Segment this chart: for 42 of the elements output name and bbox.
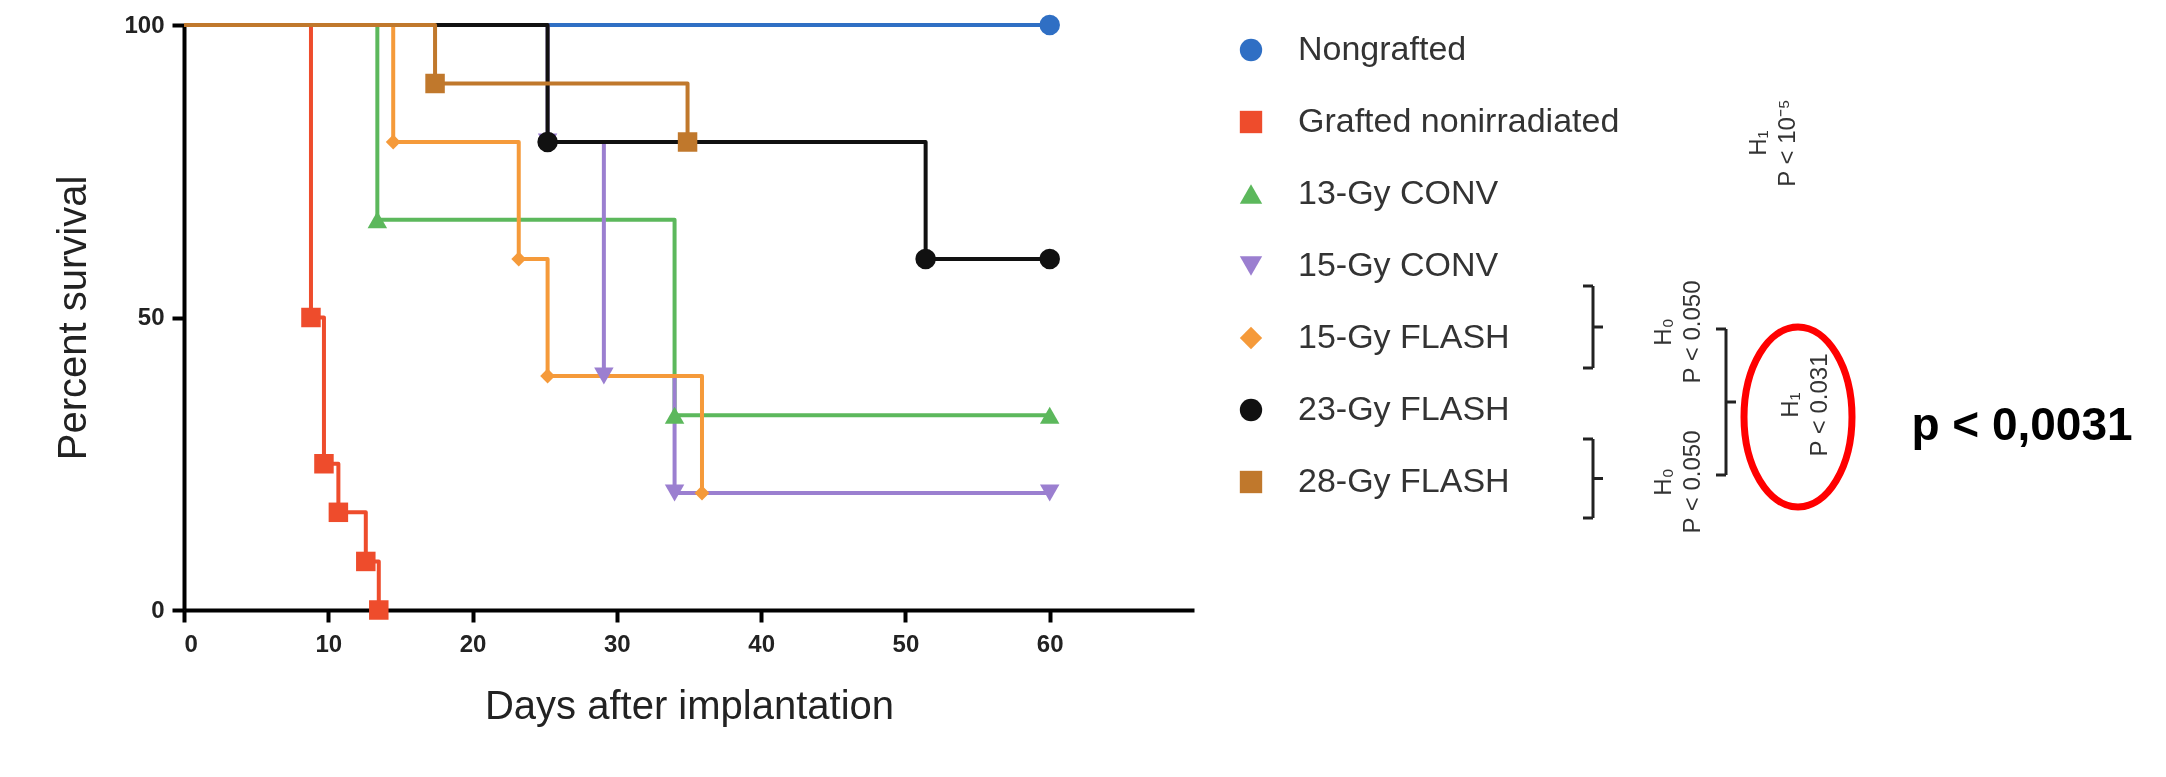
point (328, 502, 349, 523)
x-tick-label: 60 (1036, 629, 1064, 657)
text: H₀ P < 0.050 (1649, 430, 1705, 534)
x-axis-title: Days after implantation (484, 682, 895, 727)
point (594, 367, 614, 385)
legend-label: Grafted nonirradiated (1298, 101, 1620, 139)
x-tick-label: 10 (315, 629, 343, 657)
point (367, 211, 388, 229)
y-tick-label: 0 (151, 595, 165, 623)
text: H₁ P < 0.031 (1776, 353, 1832, 457)
legend-label: 15-Gy FLASH (1298, 317, 1510, 355)
x-tick-label: 50 (892, 629, 920, 657)
point (664, 406, 685, 424)
x-tick-label: 30 (604, 629, 631, 657)
text: H₀ P < 0.050 (1649, 280, 1705, 384)
legend-label: 23-Gy FLASH (1298, 389, 1510, 427)
point (915, 248, 936, 270)
y-tick-label: 50 (137, 303, 165, 330)
x-tick-label: 40 (748, 629, 775, 657)
x-tick-label: 0 (184, 629, 198, 657)
y-axis-title: Percent survival (50, 175, 95, 461)
point (356, 551, 376, 572)
legend-label: Nongrafted (1298, 29, 1467, 67)
point (1039, 248, 1060, 270)
point (385, 134, 401, 150)
y-tick-label: 100 (124, 10, 165, 38)
point (369, 600, 389, 620)
point (425, 73, 445, 94)
point (1039, 484, 1060, 502)
text: H₁ P < 10⁻⁵ (1744, 99, 1800, 187)
point (301, 307, 321, 328)
point (314, 454, 334, 474)
point (694, 485, 710, 501)
point (664, 484, 685, 502)
legend-label: 15-Gy CONV (1298, 245, 1499, 283)
point (677, 132, 698, 152)
text: p < 0,0031 (1911, 398, 2133, 450)
x-tick-label: 20 (459, 629, 487, 657)
point (1039, 406, 1060, 424)
legend-label: 13-Gy CONV (1298, 173, 1499, 211)
point (1039, 14, 1060, 36)
legend-label: 28-Gy FLASH (1298, 461, 1510, 499)
